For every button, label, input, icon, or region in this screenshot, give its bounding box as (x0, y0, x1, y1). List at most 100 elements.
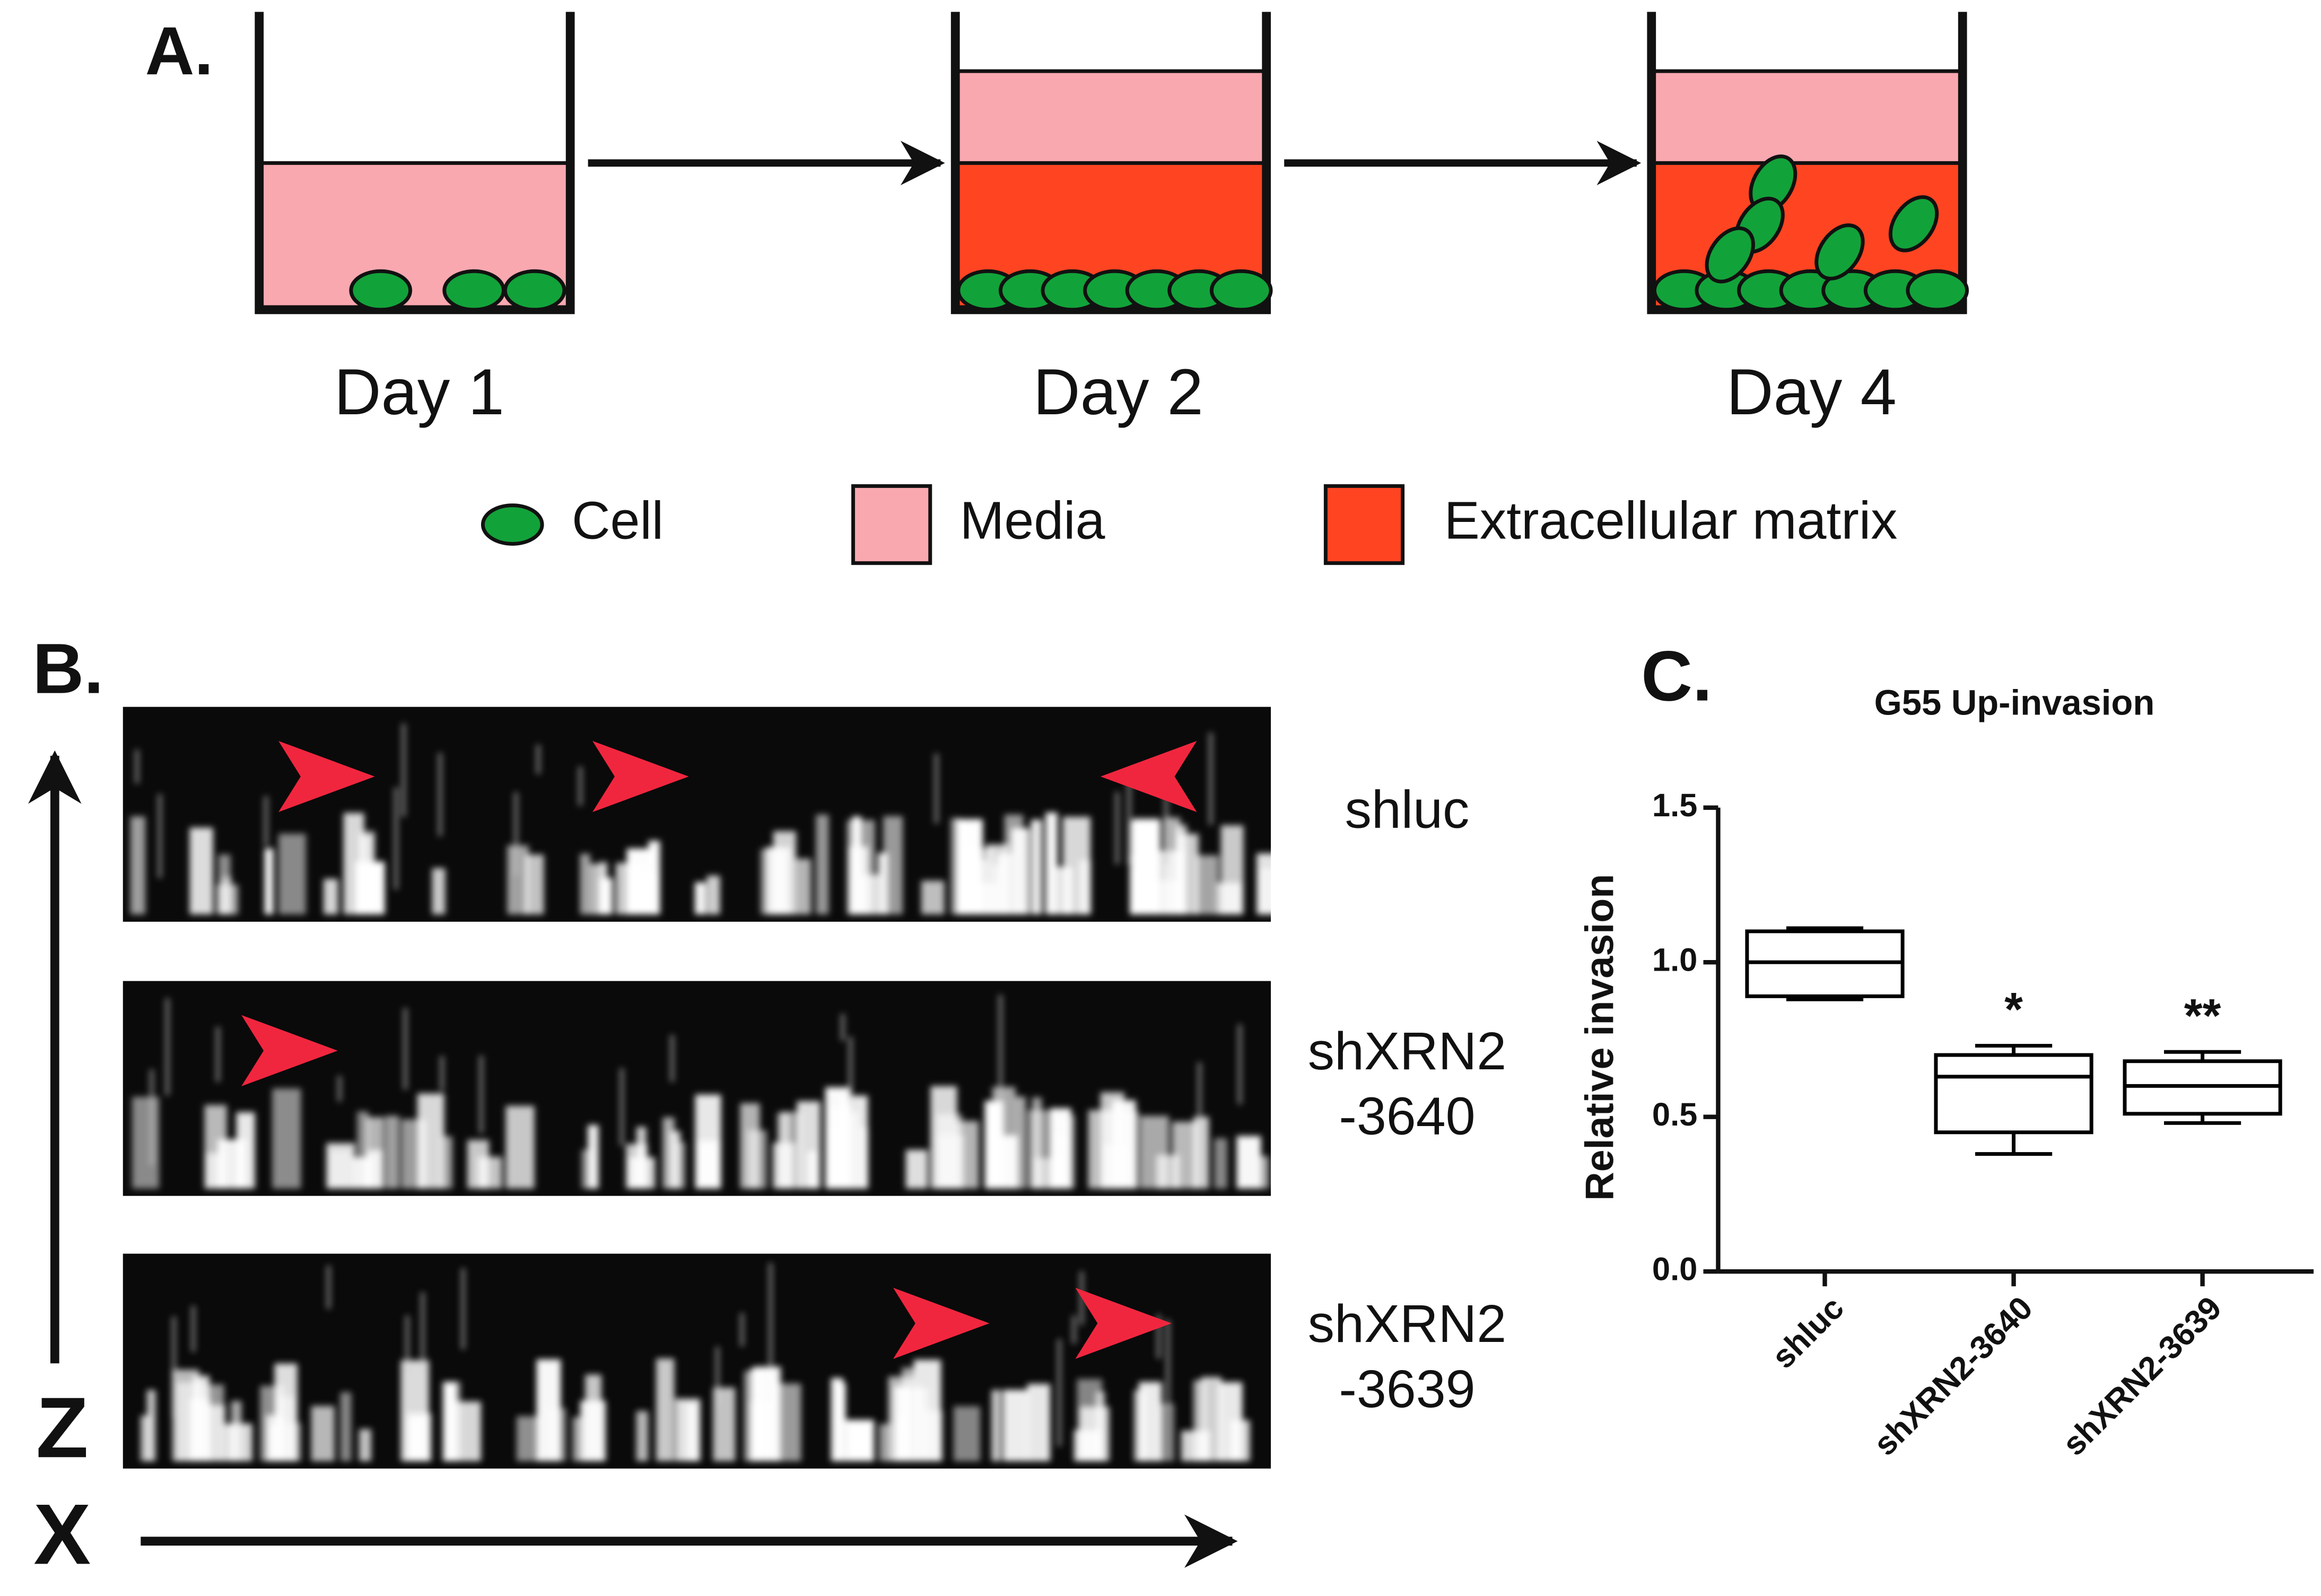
blob (505, 1105, 535, 1189)
blob (189, 827, 213, 914)
streak (420, 1292, 425, 1370)
blob (549, 1408, 566, 1461)
streak (460, 1268, 466, 1349)
blob (826, 1127, 842, 1189)
cell (349, 269, 413, 312)
y-tick-label: 0.0 (1652, 1251, 1697, 1287)
blob (1096, 1391, 1105, 1461)
blob (1032, 1097, 1042, 1189)
blob (1045, 812, 1058, 914)
cell (1705, 226, 1755, 284)
blob (340, 1392, 352, 1461)
blob (861, 875, 881, 914)
streak (848, 1036, 853, 1104)
blob (432, 868, 446, 914)
blob (1236, 1136, 1261, 1189)
cell (1888, 195, 1939, 252)
streak (438, 753, 442, 836)
streak (1115, 792, 1120, 865)
streak (998, 995, 1003, 1102)
blob (991, 1390, 1001, 1461)
blob (816, 814, 829, 914)
streak (934, 753, 939, 824)
blob (1220, 825, 1244, 914)
media (1651, 71, 1963, 163)
blob (953, 1406, 980, 1461)
blob (236, 1112, 255, 1189)
streak (135, 749, 139, 784)
blob (1062, 817, 1091, 914)
streak (669, 1035, 675, 1082)
legend-label: Cell (572, 491, 664, 551)
blob (636, 1127, 647, 1189)
blob (264, 848, 274, 914)
legend-label: Extracellular matrix (1444, 491, 1898, 551)
streak (1237, 1024, 1242, 1104)
row-label: shXRN2 (1308, 1022, 1506, 1081)
blob (626, 848, 656, 914)
blob (1257, 853, 1280, 914)
blob (695, 882, 706, 914)
streak (1057, 1339, 1062, 1447)
streak (1165, 1319, 1171, 1407)
blob (1133, 1390, 1146, 1461)
blob (1214, 1138, 1227, 1189)
streak (1071, 1315, 1077, 1344)
streak (513, 792, 519, 876)
blob (845, 1419, 874, 1461)
blob (795, 858, 812, 914)
blob (1157, 850, 1184, 914)
axis-label: Z (36, 1380, 89, 1476)
streak (337, 1076, 342, 1102)
blob (587, 1124, 599, 1189)
box (1934, 1053, 2093, 1135)
blob (877, 852, 888, 914)
blob (172, 1370, 199, 1461)
blob (223, 1424, 233, 1461)
blob (696, 1140, 720, 1189)
blob (221, 876, 232, 914)
significance: ** (2184, 989, 2221, 1042)
blob (311, 1406, 335, 1461)
blob (367, 1150, 383, 1189)
signal (130, 723, 1281, 914)
media (955, 71, 1267, 163)
blob (836, 1383, 846, 1461)
row-label: shluc (1345, 780, 1470, 839)
blob (1193, 1117, 1209, 1189)
streak (158, 794, 162, 878)
day-label: Day 2 (1033, 356, 1203, 429)
streak (165, 998, 170, 1096)
x-tick-label: shXRN2-3640 (1866, 1289, 2039, 1463)
streak (536, 745, 541, 774)
blob (206, 1405, 225, 1461)
blob (359, 834, 374, 914)
signal (140, 1263, 1250, 1461)
blob (385, 1115, 399, 1189)
blob (905, 1149, 928, 1189)
x-tick-label: shluc (1765, 1289, 1851, 1375)
cell (503, 269, 566, 312)
day-label: Day 4 (1726, 356, 1897, 429)
streak (1156, 1314, 1161, 1359)
legend-ecm (1323, 484, 1405, 565)
row-label: -3640 (1339, 1087, 1475, 1146)
blob (669, 1131, 681, 1189)
blob (656, 1358, 675, 1461)
panel-label: C. (1641, 637, 1712, 716)
streak (715, 1347, 720, 1406)
arrowhead (592, 740, 689, 813)
blob (572, 1417, 582, 1461)
arrowhead (893, 1287, 990, 1359)
legend-media (851, 484, 932, 565)
blob (1003, 1390, 1029, 1461)
blob (807, 1151, 817, 1189)
blob (140, 1415, 151, 1461)
blob (1135, 843, 1152, 914)
blob (1201, 1376, 1221, 1461)
y-tick-label: 1.5 (1652, 787, 1697, 824)
blob (516, 1416, 539, 1461)
blob (984, 1101, 1004, 1189)
legend-cell (481, 503, 544, 546)
